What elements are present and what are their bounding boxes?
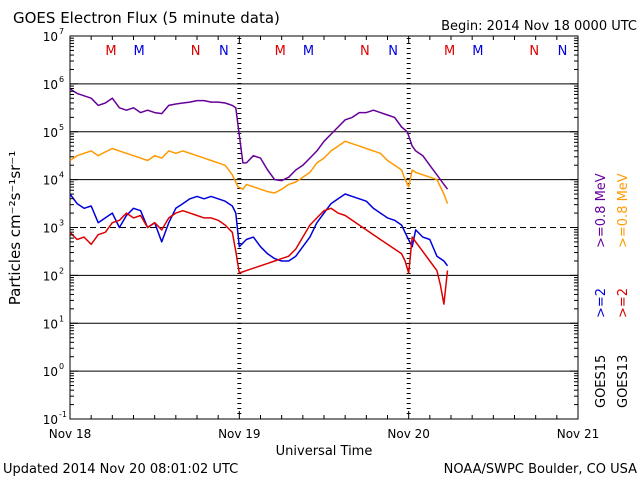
x-tick-label: Nov 21 <box>557 427 600 441</box>
x-axis-ticks: Nov 18 Nov 19 Nov 20 Nov 21 <box>49 36 600 441</box>
midnight-marker: M <box>105 44 116 59</box>
x-tick-label: Nov 18 <box>49 427 92 441</box>
y-tick-label: 10 <box>43 269 58 283</box>
chart-title: GOES Electron Flux (5 minute data) <box>13 9 280 27</box>
y-tick-exponent: 0 <box>59 362 64 371</box>
series-line-1 <box>69 140 449 204</box>
legend-goes13: GOES13 <box>616 355 631 408</box>
y-tick-label: 10 <box>43 317 58 331</box>
y-tick-exponent: 4 <box>59 171 64 180</box>
midnight-marker: M <box>134 44 145 59</box>
y-tick-exponent: 7 <box>59 27 64 36</box>
midnight-marker: N <box>529 44 539 59</box>
legend-goes15: GOES15 <box>594 355 609 408</box>
y-tick-label: 10 <box>43 126 58 140</box>
begin-timestamp: Begin: 2014 Nov 18 0000 UTC <box>441 19 637 34</box>
y-tick-exponent: 1 <box>59 314 64 323</box>
y-tick-exponent: -1 <box>59 410 67 419</box>
legend-goes15-08mev: >=0.8 MeV <box>594 173 609 248</box>
midnight-marker: M <box>303 44 314 59</box>
y-tick-exponent: 5 <box>59 123 64 132</box>
day-dividers <box>237 38 411 417</box>
y-tick-label: 10 <box>43 174 58 188</box>
midnight-marker: N <box>191 44 201 59</box>
legend-goes15-2mev: >=2 <box>594 288 609 318</box>
x-tick-label: Nov 20 <box>387 427 430 441</box>
flux-series <box>69 88 449 305</box>
midnight-marker: N <box>219 44 229 59</box>
midnight-marker: M <box>444 44 455 59</box>
midnight-marker: M <box>275 44 286 59</box>
legend-goes13-2mev: >=2 <box>616 288 631 318</box>
midnight-marker: N <box>388 44 398 59</box>
series-line-0 <box>69 88 449 190</box>
midnight-marker: N <box>558 44 568 59</box>
updated-timestamp: Updated 2014 Nov 20 08:01:02 UTC <box>3 462 238 477</box>
series-line-2 <box>69 193 449 267</box>
grid-lines <box>70 83 578 372</box>
x-tick-label: Nov 19 <box>218 427 261 441</box>
legend-goes13-08mev: >=0.8 MeV <box>616 173 631 248</box>
y-tick-label: 10 <box>43 78 58 92</box>
y-tick-label: 10 <box>43 222 58 236</box>
midnight-marker: M <box>472 44 483 59</box>
midnight-marker: N <box>360 44 370 59</box>
y-tick-label: 10 <box>43 365 58 379</box>
y-axis-label: Particles cm⁻²s⁻¹sr⁻¹ <box>6 151 24 305</box>
series-line-3 <box>69 207 449 305</box>
y-tick-label: 10 <box>43 413 58 427</box>
y-tick-exponent: 2 <box>59 266 64 275</box>
y-tick-exponent: 3 <box>59 219 64 228</box>
y-tick-exponent: 6 <box>59 75 64 84</box>
credit-text: NOAA/SWPC Boulder, CO USA <box>444 462 637 477</box>
y-tick-label: 10 <box>43 30 58 44</box>
x-axis-label: Universal Time <box>276 444 373 459</box>
